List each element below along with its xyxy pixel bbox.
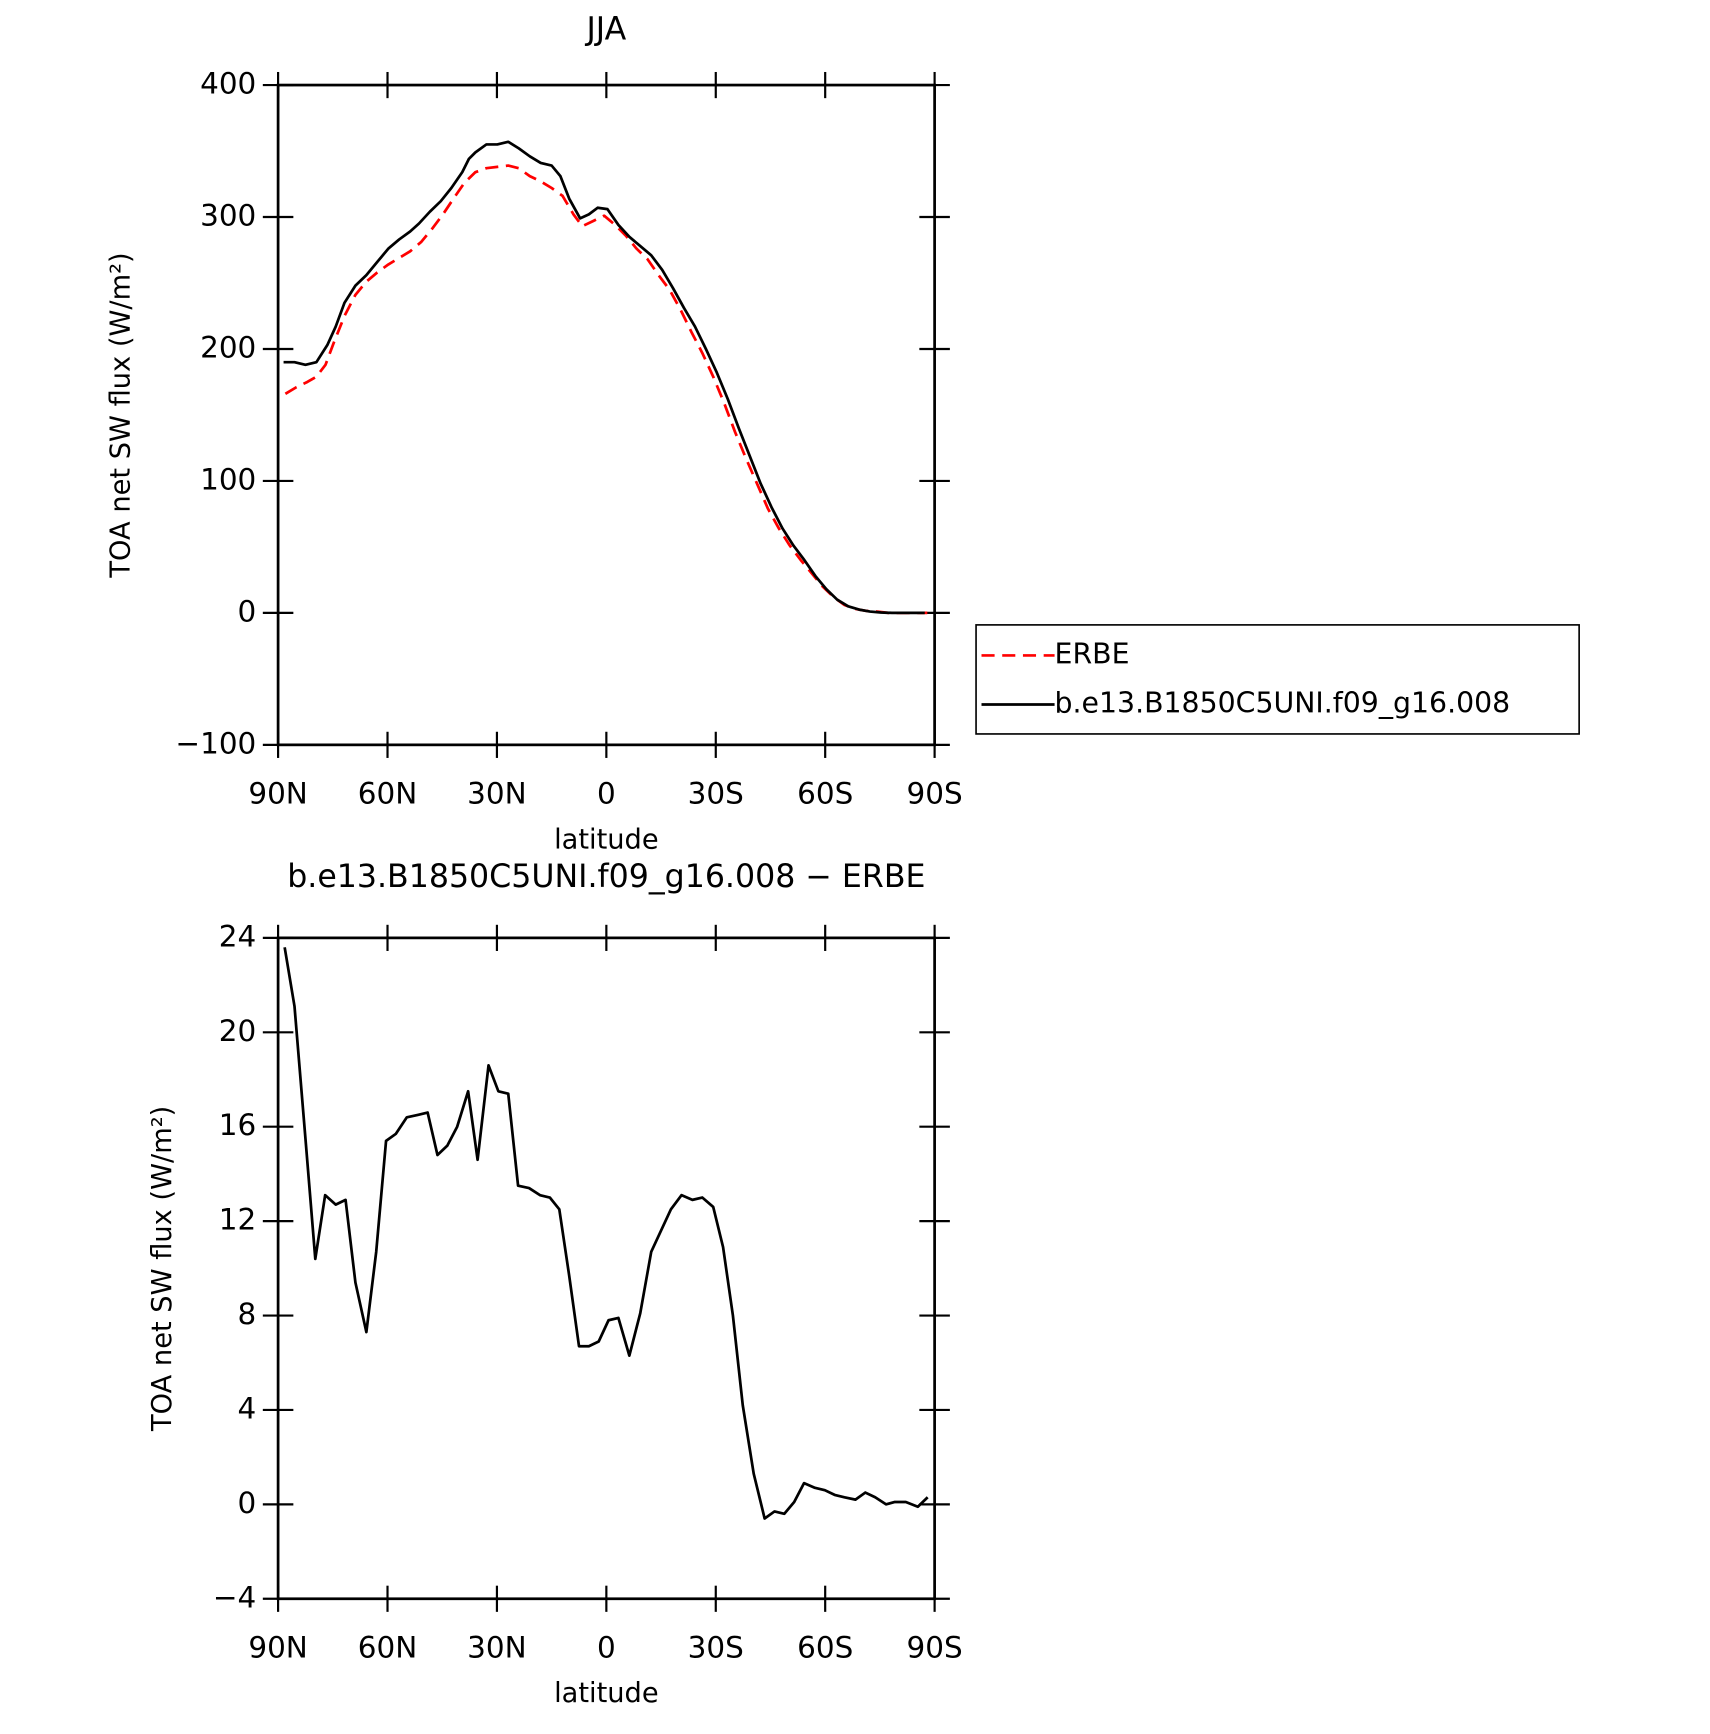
x-axis-label: latitude [554, 824, 659, 855]
x-tick-label: 90S [907, 1630, 963, 1664]
y-axis-label: TOA net SW flux (W/m²) [147, 1106, 178, 1432]
y-tick-label: 100 [200, 462, 256, 496]
y-tick-label: 0 [238, 594, 257, 628]
x-tick-label: 90N [248, 777, 307, 811]
y-tick-label: 0 [238, 1486, 257, 1520]
data-line [283, 140, 925, 615]
data-line [283, 947, 929, 1520]
plot-frame [276, 936, 936, 1601]
x-axis-label: latitude [554, 1678, 659, 1709]
legend-label: ERBE [1055, 637, 1130, 670]
x-tick-label: 30N [467, 1630, 526, 1664]
y-tick-label: 24 [219, 919, 256, 953]
x-tick-label: 60N [358, 1630, 417, 1664]
y-tick-label: 8 [238, 1297, 257, 1331]
chart-title: JJA [584, 12, 626, 48]
y-axis-label: TOA net SW flux (W/m²) [106, 252, 137, 578]
x-tick-label: 90N [248, 1630, 307, 1664]
x-tick-label: 60S [797, 1630, 853, 1664]
legend-box [975, 624, 1580, 735]
plot-frame [276, 83, 936, 747]
y-tick-label: −4 [213, 1580, 256, 1614]
chart-title: b.e13.B1850C5UNI.f09_g16.008 − ERBE [287, 859, 925, 895]
y-tick-label: 400 [200, 67, 256, 101]
y-tick-label: 300 [200, 199, 256, 233]
y-tick-label: −100 [175, 726, 256, 760]
x-tick-label: 90S [907, 777, 963, 811]
y-tick-label: 16 [219, 1108, 256, 1142]
y-tick-label: 200 [200, 330, 256, 364]
data-line [284, 164, 928, 615]
y-tick-label: 12 [219, 1203, 256, 1237]
x-tick-label: 30N [467, 777, 526, 811]
x-tick-label: 0 [597, 1630, 616, 1664]
y-tick-label: 20 [219, 1014, 256, 1048]
x-tick-label: 60S [797, 777, 853, 811]
x-tick-label: 30S [688, 1630, 744, 1664]
y-tick-label: 4 [238, 1391, 257, 1425]
x-tick-label: 0 [597, 777, 616, 811]
x-tick-label: 60N [358, 777, 417, 811]
legend-label: b.e13.B1850C5UNI.f09_g16.008 [1055, 687, 1511, 720]
x-tick-label: 30S [688, 777, 744, 811]
